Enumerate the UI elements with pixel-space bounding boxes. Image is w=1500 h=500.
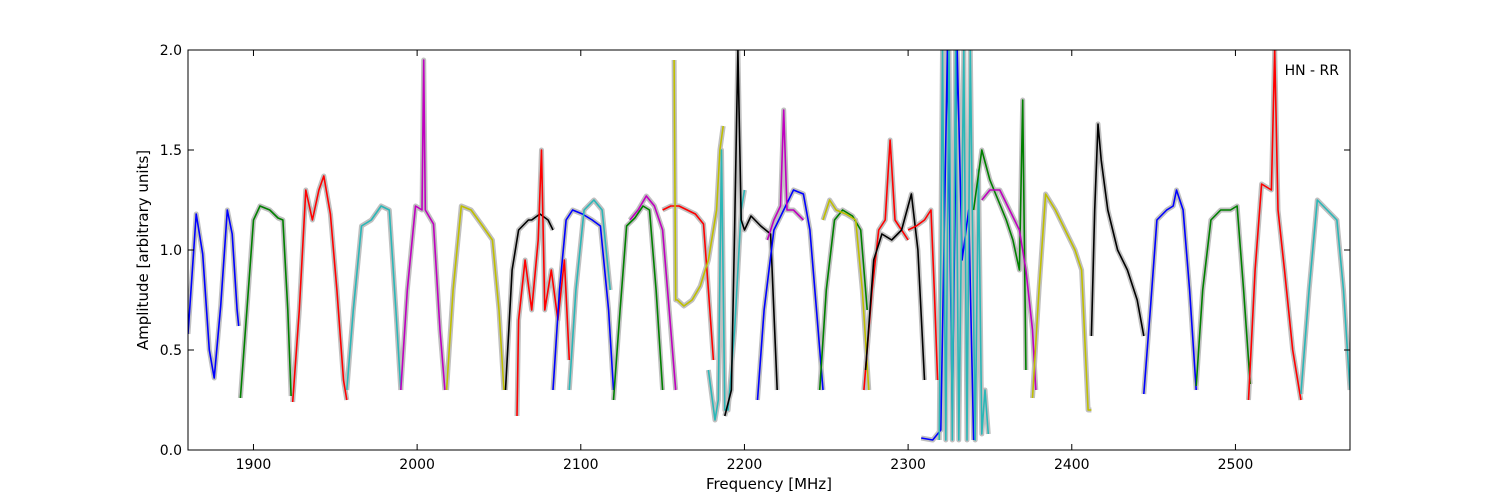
series-line-9 xyxy=(568,199,611,391)
series-group xyxy=(188,50,1350,441)
y-tick-label: 0.0 xyxy=(160,443,182,459)
series-line-11 xyxy=(629,195,677,391)
x-tick-label: 1900 xyxy=(236,457,272,473)
series-line-20 xyxy=(863,139,909,391)
x-tick-label: 2400 xyxy=(1054,457,1090,473)
series-line-25 xyxy=(972,99,1027,371)
series-line-26 xyxy=(981,189,1037,391)
y-tick-label: 2.0 xyxy=(160,43,182,59)
series-line-27 xyxy=(1031,193,1092,411)
series-line-13 xyxy=(673,59,724,307)
x-axis: 1900 2000 2100 2200 2300 2400 2500 xyxy=(236,50,1254,473)
series-line-7 xyxy=(516,149,571,417)
x-tick-label: 2500 xyxy=(1218,457,1254,473)
y-axis-label: Amplitude [arbitrary units] xyxy=(134,150,152,350)
x-tick-label: 2000 xyxy=(399,457,435,473)
series-line-12 xyxy=(662,205,715,361)
series-line-3 xyxy=(346,205,402,391)
x-tick-label: 2300 xyxy=(890,457,926,473)
series-line-28 xyxy=(1090,123,1145,337)
series-line-30 xyxy=(1195,205,1251,387)
series-line-29 xyxy=(1143,189,1197,395)
x-axis-label: Frequency [MHz] xyxy=(706,475,832,493)
series-line-0 xyxy=(188,209,240,379)
series-line-6 xyxy=(504,213,554,391)
series-line-31 xyxy=(1247,50,1302,401)
y-axis: 0.0 0.5 1.0 1.5 2.0 xyxy=(160,43,1350,459)
series-line-17 xyxy=(766,109,804,241)
series-line-14 xyxy=(707,149,746,421)
series-line-1 xyxy=(239,205,292,399)
series-line-24 xyxy=(938,50,990,441)
series-line-21 xyxy=(864,193,926,381)
series-line-32 xyxy=(1300,199,1350,395)
series-line-5 xyxy=(445,205,505,391)
x-tick-label: 2200 xyxy=(727,457,763,473)
series-line-16 xyxy=(756,189,824,401)
annotation-label: HN - RR xyxy=(1285,63,1340,79)
y-tick-label: 1.0 xyxy=(160,243,182,259)
series-line-15 xyxy=(724,50,778,417)
series-line-2 xyxy=(291,175,348,403)
series-line-19 xyxy=(822,199,870,391)
series-line-22 xyxy=(907,209,939,381)
y-tick-label: 0.5 xyxy=(160,343,182,359)
series-line-4 xyxy=(400,59,446,391)
series-line-18 xyxy=(818,209,868,391)
series-line-10 xyxy=(612,205,664,401)
y-tick-label: 1.5 xyxy=(160,143,182,159)
series-line-8 xyxy=(552,209,615,391)
x-tick-label: 2100 xyxy=(563,457,599,473)
